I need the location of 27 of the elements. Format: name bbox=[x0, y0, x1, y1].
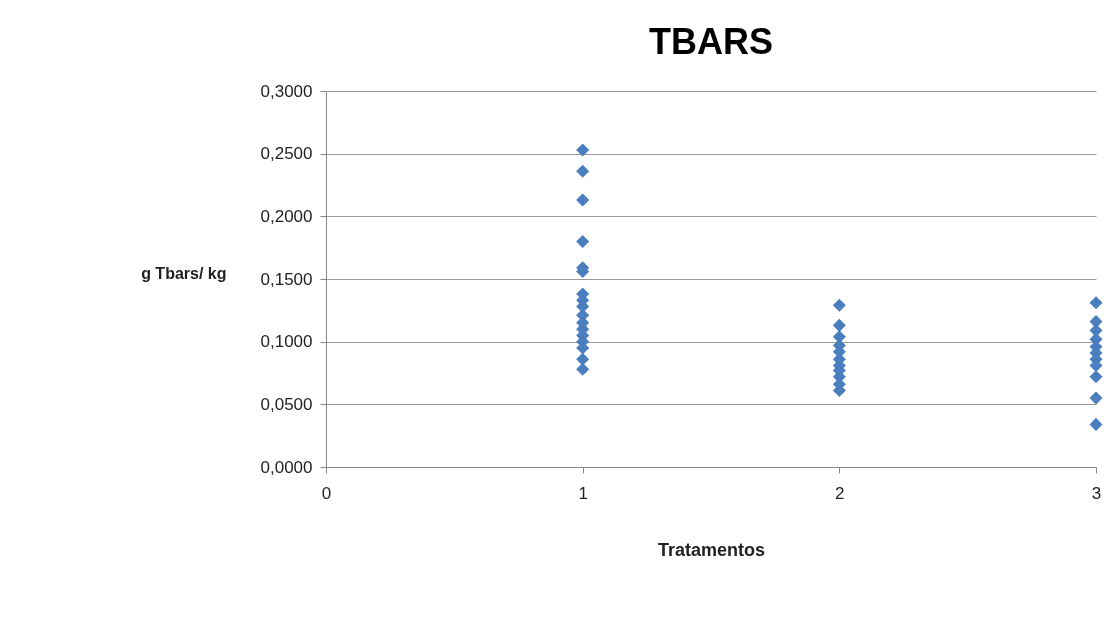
y-axis-title: g Tbars/ kg bbox=[141, 264, 227, 282]
point bbox=[1089, 391, 1103, 405]
point bbox=[576, 234, 590, 248]
point bbox=[576, 362, 590, 376]
x-tick-label: 0 bbox=[321, 483, 332, 503]
x-tick-label: 1 bbox=[578, 483, 588, 503]
point bbox=[832, 318, 846, 332]
point bbox=[576, 143, 590, 157]
y-tick-label: 0,0500 bbox=[260, 394, 313, 414]
point bbox=[576, 164, 590, 178]
x-tick-label: 2 bbox=[835, 483, 845, 503]
y-tick-label: 0,2500 bbox=[260, 144, 313, 164]
point bbox=[1089, 370, 1103, 384]
y-tick-label: 0,2000 bbox=[260, 206, 313, 226]
y-tick-label: 0,1000 bbox=[260, 332, 313, 352]
y-tick-label: 0,3000 bbox=[260, 81, 313, 101]
y-tick-label: 0,0000 bbox=[260, 457, 313, 477]
x-axis-title: Tratamentos bbox=[657, 539, 766, 560]
point bbox=[576, 352, 590, 366]
point bbox=[1089, 296, 1103, 310]
point bbox=[576, 193, 590, 207]
point bbox=[832, 298, 846, 312]
chart-title: TBARS bbox=[649, 21, 773, 62]
x-tick-label: 3 bbox=[1091, 483, 1102, 503]
y-tick-label: 0,1500 bbox=[260, 269, 313, 289]
point bbox=[1089, 417, 1103, 431]
point bbox=[832, 330, 846, 344]
